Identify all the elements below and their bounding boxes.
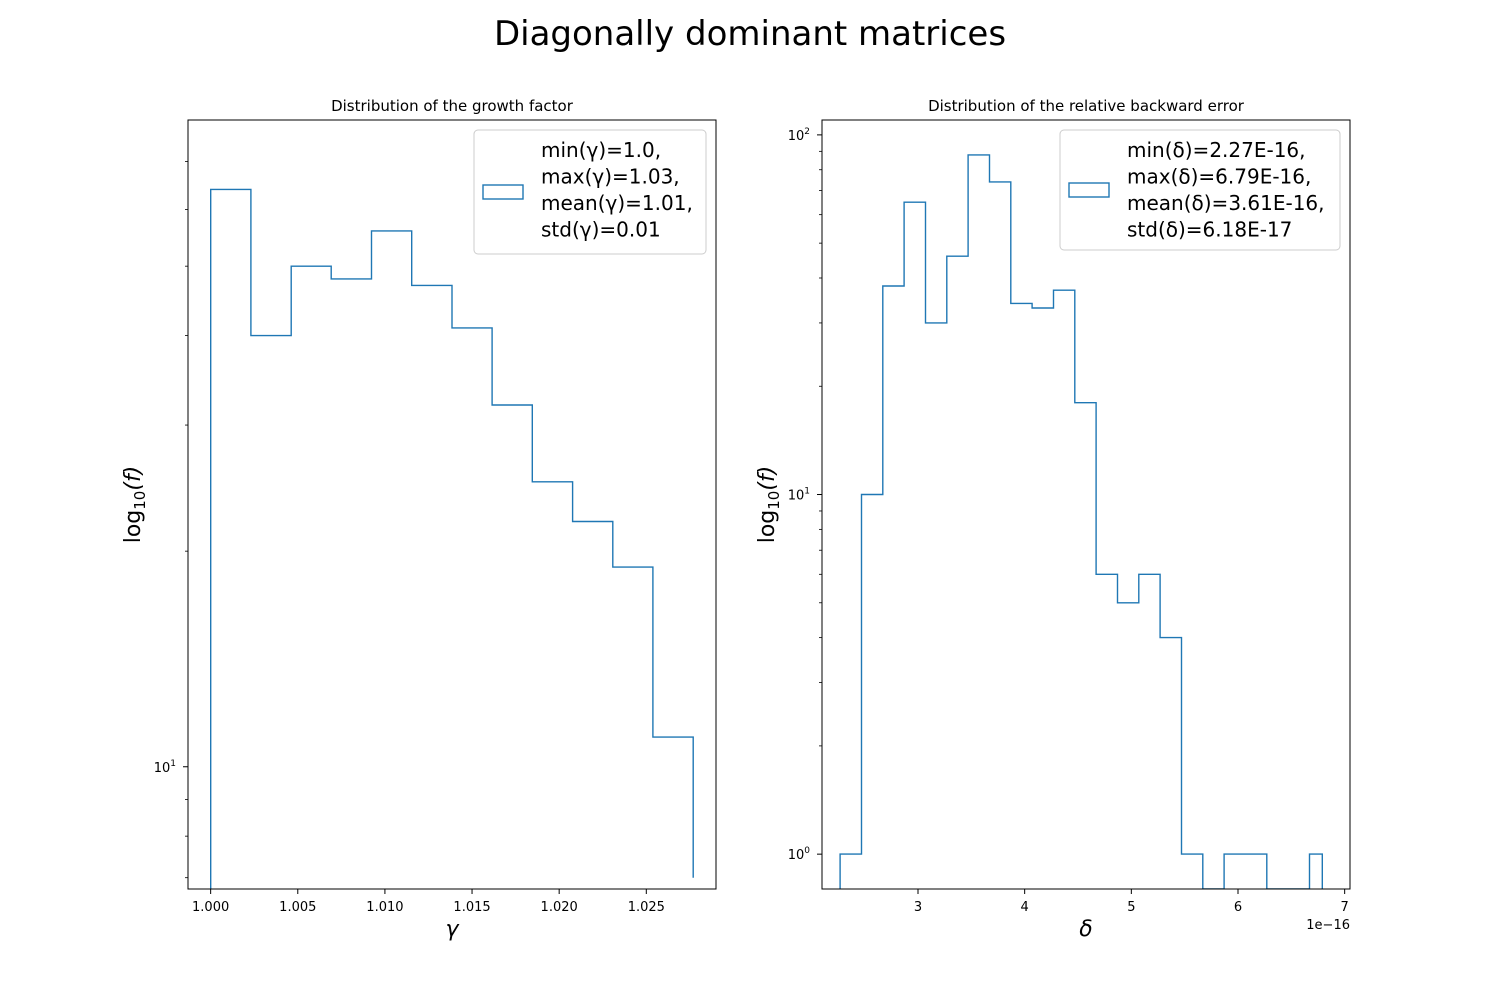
y-label-log: log — [121, 510, 146, 544]
x-axis-label: γ — [445, 917, 459, 942]
x-tick-label: 5 — [1127, 900, 1135, 915]
x-tick-label: 1.015 — [453, 900, 490, 915]
y-tick-exponent: 0 — [804, 846, 810, 856]
y-tick-label: 102 — [788, 127, 810, 144]
x-tick-label: 3 — [914, 900, 922, 915]
figure-title: Diagonally dominant matrices — [493, 14, 1007, 54]
y-tick-exponent: 1 — [804, 487, 810, 497]
x-tick-label: 1.000 — [192, 900, 229, 915]
legend-line: std(γ)=0.01 — [541, 218, 661, 242]
y-tick-exponent: 2 — [804, 127, 810, 137]
legend-line: mean(γ)=1.01, — [541, 191, 693, 215]
y-tick-exponent: 1 — [170, 759, 176, 769]
y-tick-label: 100 — [788, 846, 811, 863]
x-scale-offset: 1e−16 — [1306, 918, 1350, 933]
histogram-outline — [839, 154, 1323, 889]
y-axis-label: log10(f) — [121, 466, 149, 544]
legend-swatch — [482, 184, 524, 200]
legend-line: std(δ)=6.18E-17 — [1127, 218, 1292, 242]
x-tick-label: 1.020 — [541, 900, 578, 915]
growth-factor-panel: 1.000 1.005 1.010 1.015 1.020 1.025101Distrib… — [121, 97, 717, 942]
y-tick-label: 101 — [154, 759, 176, 776]
legend-line: min(γ)=1.0, — [541, 138, 661, 162]
panel-title: Distribution of the growth factor — [331, 97, 574, 115]
y-tick-base: 10 — [788, 129, 805, 144]
axes-frame — [187, 119, 717, 890]
x-tick-label: 7 — [1341, 900, 1349, 915]
y-label-arg: (f) — [755, 466, 780, 491]
y-tick-base: 10 — [154, 761, 171, 776]
x-axis-label: δ — [1079, 917, 1092, 942]
legend-line: mean(δ)=3.61E-16, — [1127, 191, 1325, 215]
histogram-outline — [210, 188, 694, 889]
legend-swatch — [1068, 182, 1110, 198]
y-label-subscript: 10 — [131, 491, 149, 510]
legend-line: max(δ)=6.79E-16, — [1127, 165, 1311, 189]
legend-line: min(δ)=2.27E-16, — [1127, 138, 1306, 162]
legend-box — [473, 129, 707, 255]
x-tick-label: 6 — [1234, 900, 1242, 915]
y-tick-label: 101 — [788, 487, 810, 504]
legend-box — [1059, 129, 1341, 251]
x-tick-label: 1.025 — [628, 900, 665, 915]
y-tick-base: 10 — [788, 489, 805, 504]
legend-line: max(γ)=1.03, — [541, 165, 680, 189]
y-label-subscript: 10 — [765, 491, 783, 510]
x-tick-label: 1.010 — [366, 900, 403, 915]
axes-frame — [821, 119, 1351, 890]
y-tick-base: 10 — [788, 848, 805, 863]
y-label-arg: (f) — [121, 466, 146, 491]
y-axis-label: log10(f) — [755, 466, 783, 544]
y-label-log: log — [755, 510, 780, 544]
x-tick-label: 1.005 — [279, 900, 316, 915]
panel-title: Distribution of the relative backward er… — [928, 97, 1245, 115]
x-tick-label: 4 — [1021, 900, 1029, 915]
